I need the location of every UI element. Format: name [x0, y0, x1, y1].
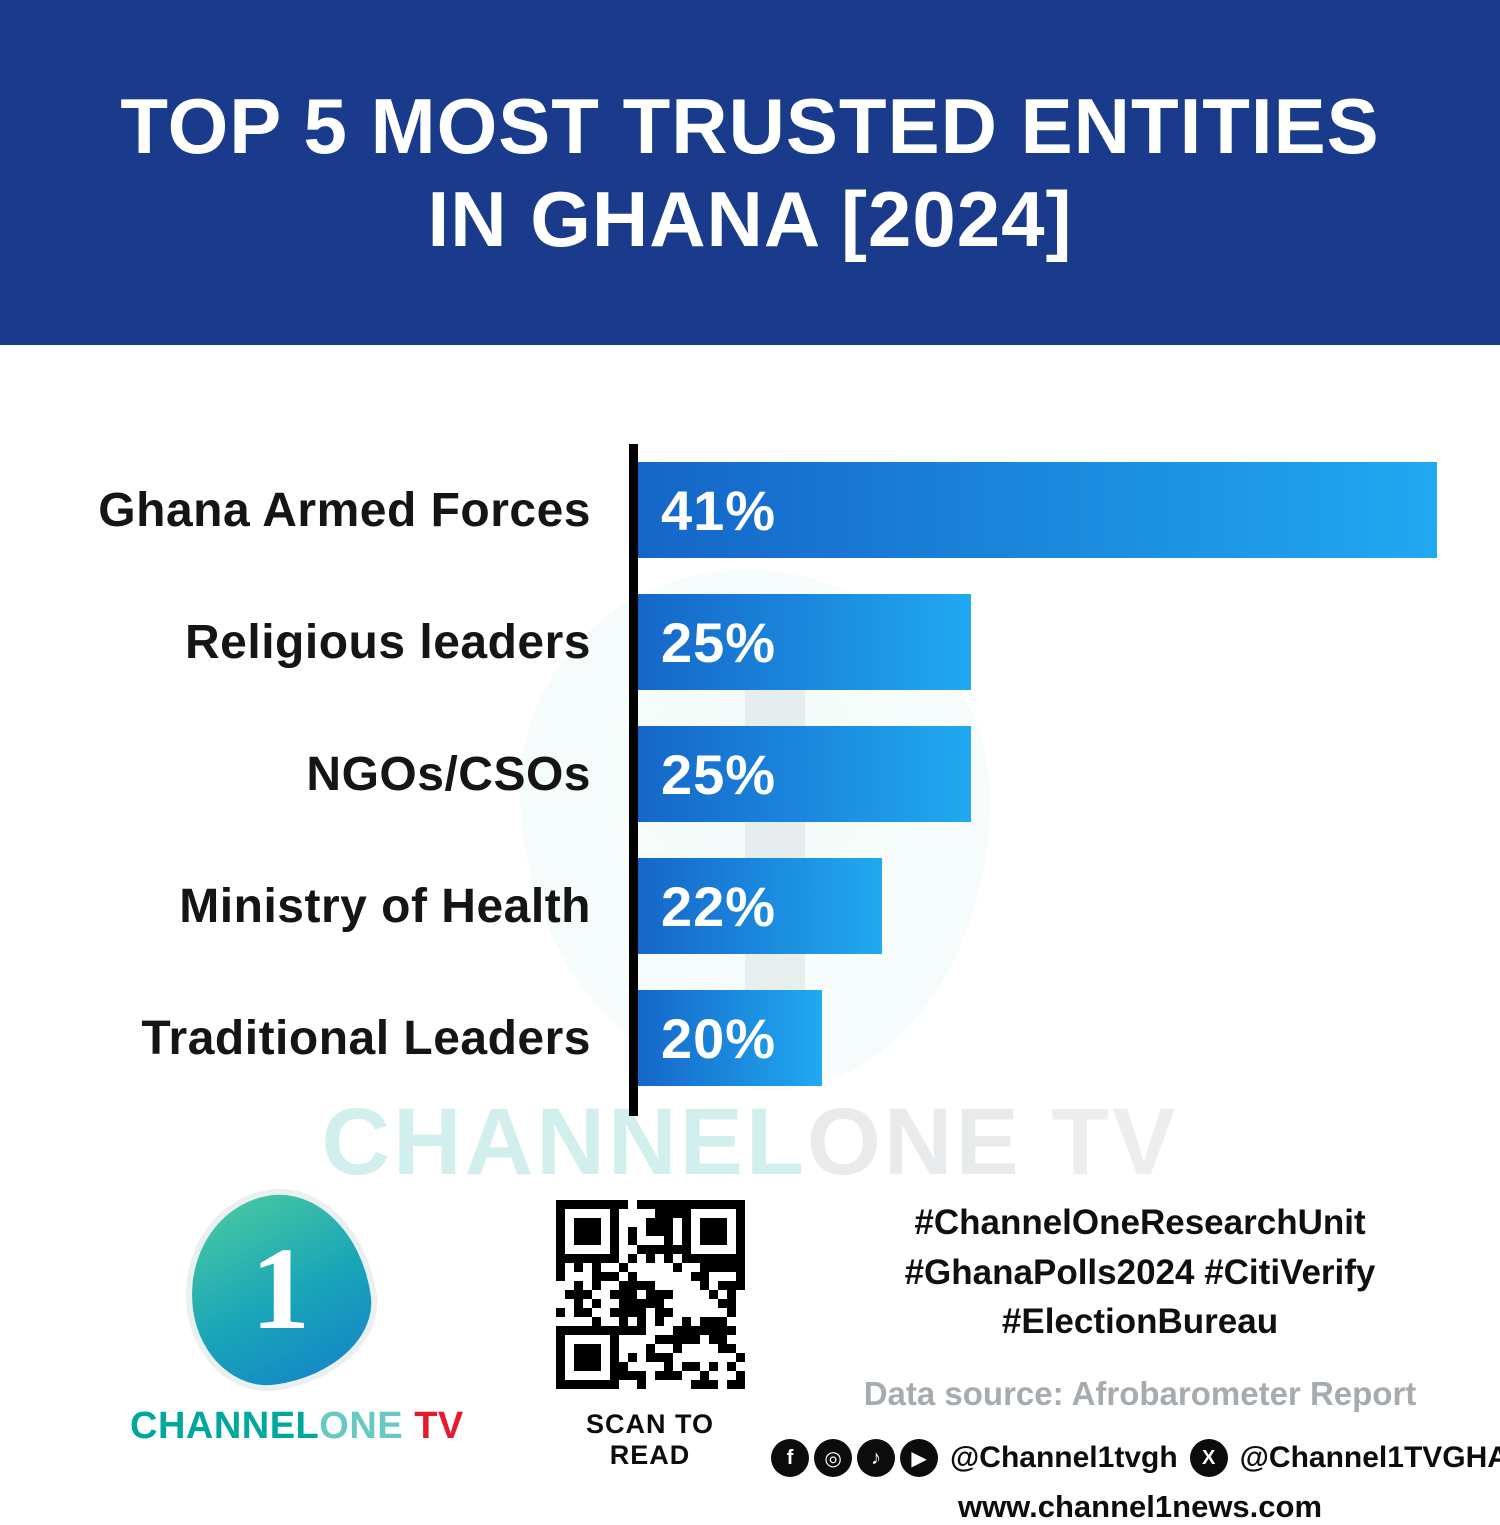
chart-axis-line [629, 444, 638, 1116]
watermark-tv: TV [1021, 1089, 1179, 1195]
bar: 20% [633, 990, 822, 1086]
category-label: Religious leaders [185, 615, 591, 669]
channel-one-pick-icon: 1 [178, 1183, 382, 1395]
qr-code [555, 1200, 745, 1389]
value-label: 22% [661, 874, 777, 938]
numeral-watermark [745, 640, 805, 1020]
chart-row: Traditional Leaders 20% [0, 990, 1500, 1086]
instagram-icon: ◎ [814, 1439, 853, 1478]
category-label: Ministry of Health [179, 879, 591, 933]
facebook-icon: f [771, 1439, 810, 1478]
hashtag-line-1: #ChannelOneResearchUnit [914, 1203, 1366, 1242]
chart-row: Religious leaders 25% [0, 594, 1500, 690]
website-url: www.channel1news.com [957, 1489, 1323, 1525]
footer-info: #ChannelOneResearchUnit #GhanaPolls2024 … [771, 1198, 1500, 1525]
channel-one-logo: 1 CHANNELONE TV [130, 1183, 463, 1448]
social-handle-2: @Channel1TVGHA [1239, 1441, 1500, 1475]
title-line-2: IN GHANA [2024] [427, 174, 1073, 263]
watermark-channel: CHANNEL [321, 1089, 807, 1195]
value-label: 41% [661, 478, 777, 542]
bar: 25% [633, 594, 971, 690]
category-label: Traditional Leaders [141, 1011, 591, 1065]
bar: 25% [633, 726, 971, 822]
bar: 41% [633, 462, 1437, 558]
page-title: TOP 5 MOST TRUSTED ENTITIES IN GHANA [20… [120, 80, 1379, 264]
social-handle-1: @Channel1tvgh [950, 1441, 1178, 1475]
logo-one-text: ONE [319, 1405, 404, 1447]
chart-row: NGOs/CSOs 25% [0, 726, 1500, 822]
value-label: 20% [661, 1006, 777, 1070]
hashtag-line-3: #ElectionBureau [1001, 1302, 1279, 1342]
logo-tv-text: TV [403, 1405, 464, 1447]
category-label: Ghana Armed Forces [98, 483, 591, 537]
footer: 1 CHANNELONE TV SCAN TO READ #ChannelOne… [0, 1183, 1500, 1524]
value-label: 25% [661, 742, 777, 806]
social-row: f ◎ ♪ ▶ @Channel1tvgh X @Channel1TVGHA [771, 1439, 1500, 1478]
hashtag-line-2: #GhanaPolls2024 #CitiVerify [904, 1252, 1376, 1292]
logo-channel-text: CHANNEL [130, 1405, 320, 1447]
tiktok-icon: ♪ [857, 1439, 896, 1478]
logo-wordmark: CHANNELONE TV [130, 1405, 463, 1448]
hashtags: #ChannelOneResearchUnit #GhanaPolls2024 … [860, 1198, 1420, 1347]
qr-caption: SCAN TO READ [585, 1409, 714, 1470]
x-icon: X [1189, 1439, 1228, 1478]
bar: 22% [633, 858, 882, 954]
watermark-one: ONE [806, 1089, 1022, 1195]
chart-row: Ghana Armed Forces 41% [0, 462, 1500, 558]
value-label: 25% [661, 610, 777, 674]
youtube-icon: ▶ [900, 1439, 939, 1478]
chart-row: Ministry of Health 22% [0, 858, 1500, 954]
bar-chart: Ghana Armed Forces 41% Religious leaders 25… [0, 444, 1500, 1116]
chart-rows: Ghana Armed Forces 41% Religious leaders 25… [0, 444, 1500, 1116]
social-icon-group: f ◎ ♪ ▶ [771, 1439, 939, 1478]
data-source: Data source: Afrobarometer Report [863, 1375, 1417, 1413]
qr-block: SCAN TO READ [545, 1200, 755, 1471]
header-banner: TOP 5 MOST TRUSTED ENTITIES IN GHANA [20… [0, 0, 1500, 345]
title-line-1: TOP 5 MOST TRUSTED ENTITIES [120, 82, 1380, 171]
logo-numeral: 1 [250, 1223, 310, 1354]
category-label: NGOs/CSOs [306, 747, 591, 801]
text-watermark: CHANNELONE TV [0, 1088, 1500, 1197]
